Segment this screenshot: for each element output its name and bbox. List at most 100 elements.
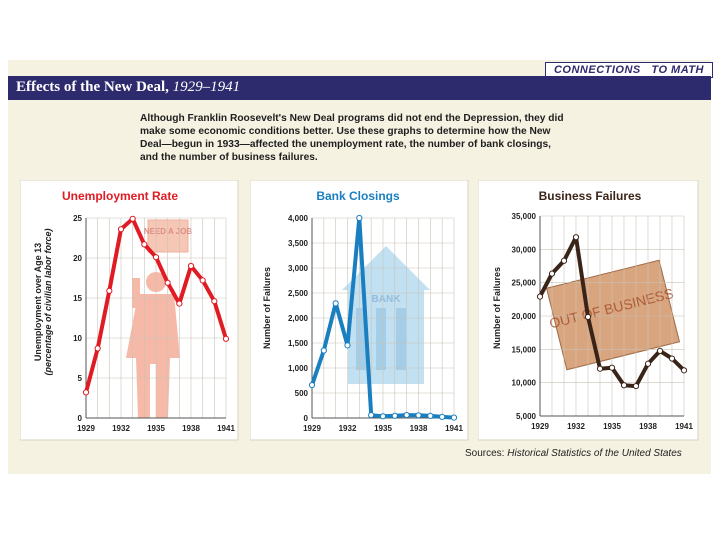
- x-tick-label: 1941: [675, 422, 693, 431]
- x-tick-label: 1929: [531, 422, 549, 431]
- data-point: [320, 347, 327, 354]
- business-failures-chart: Business Failures OUT OF BUSINESS 5,0001…: [478, 180, 699, 441]
- data-point: [536, 293, 544, 300]
- sources-note: Sources: Historical Statistics of the Un…: [465, 448, 682, 459]
- chart-title: Business Failures: [539, 189, 642, 203]
- sources-label: Sources:: [465, 448, 505, 459]
- data-point: [222, 335, 230, 342]
- x-tick-label: 1941: [217, 424, 235, 433]
- data-point: [548, 270, 556, 277]
- page-title: Effects of the New Deal, 1929–1941: [16, 79, 240, 96]
- data-point: [332, 300, 339, 307]
- y-tick-label: 0: [304, 414, 309, 423]
- data-point: [572, 234, 580, 241]
- data-point: [106, 287, 113, 294]
- y-tick-label: 15: [73, 294, 82, 303]
- data-point: [403, 411, 410, 419]
- x-tick-label: 1929: [303, 424, 321, 433]
- y-axis-label-2: (percentage of civilian labor force): [43, 228, 53, 375]
- y-tick-label: 4,000: [288, 214, 309, 223]
- illustration-job-seeker: NEED A JOB: [126, 219, 193, 418]
- y-tick-label: 0: [78, 414, 83, 423]
- title-years: 1929–1941: [172, 79, 241, 95]
- x-tick-label: 1929: [77, 424, 95, 433]
- data-point: [141, 241, 148, 248]
- bank-text: BANK: [372, 294, 402, 305]
- data-point: [368, 412, 375, 419]
- data-point: [632, 382, 640, 390]
- y-tick-label: 1,500: [288, 339, 309, 348]
- x-tick-label: 1938: [410, 424, 428, 433]
- data-point: [439, 413, 446, 420]
- data-point: [427, 412, 434, 419]
- y-tick-label: 10: [73, 334, 82, 343]
- data-point: [644, 360, 652, 367]
- x-tick-label: 1932: [339, 424, 357, 433]
- x-tick-label: 1941: [445, 424, 463, 433]
- data-point: [379, 413, 387, 420]
- data-point: [94, 345, 101, 352]
- chart-title: Bank Closings: [316, 189, 400, 203]
- y-tick-label: 15,000: [512, 345, 537, 354]
- data-point: [117, 226, 125, 233]
- title-bar: [8, 76, 711, 100]
- x-tick-label: 1938: [182, 424, 200, 433]
- data-point: [164, 279, 171, 286]
- data-point: [176, 300, 183, 307]
- y-tick-label: 2,000: [288, 314, 309, 323]
- y-tick-label: 20: [73, 254, 82, 263]
- y-tick-label: 5,000: [516, 412, 537, 421]
- y-tick-label: 3,500: [288, 239, 309, 248]
- unemployment-chart: Unemployment Rate NEED A JOB 0 5 10 15 20 25 1…: [20, 180, 239, 441]
- y-axis-label: Unemployment over Age 13: [33, 243, 43, 361]
- data-point: [560, 257, 568, 264]
- y-tick-label: 35,000: [512, 212, 537, 221]
- x-tick-label: 1935: [374, 424, 392, 433]
- bank-closings-chart: Bank Closings BANK 0 500 1,000 1,500 2,000 2,…: [250, 180, 469, 441]
- illustration-out-of-business-sign: OUT OF BUSINESS: [545, 259, 681, 371]
- data-point: [211, 298, 218, 305]
- y-tick-label: 25: [73, 214, 82, 223]
- y-tick-label: 30,000: [512, 245, 537, 254]
- data-point: [187, 262, 195, 270]
- y-tick-label: 500: [295, 389, 309, 398]
- data-point: [356, 214, 363, 222]
- x-tick-label: 1938: [639, 422, 657, 431]
- data-point: [656, 347, 664, 354]
- chart-title: Unemployment Rate: [62, 189, 178, 203]
- y-tick-label: 20,000: [512, 312, 537, 321]
- data-point: [620, 382, 628, 389]
- data-point: [199, 277, 206, 284]
- data-point: [668, 355, 676, 362]
- data-point: [680, 367, 688, 374]
- y-tick-label: 10,000: [512, 379, 537, 388]
- y-tick-label: 1,000: [288, 364, 309, 373]
- plot-area: 5,000 10,000 15,000 20,000 25,000 30,000 35,00…: [512, 212, 694, 431]
- y-tick-label: 3,000: [288, 264, 309, 273]
- data-point: [415, 412, 422, 419]
- x-tick-label: 1932: [567, 422, 585, 431]
- plot-area: 0 500 1,000 1,500 2,000 2,500 3,000 3,500 4,000 1…: [288, 214, 463, 433]
- data-point: [450, 414, 458, 421]
- data-point: [584, 313, 592, 321]
- title-text: Effects of the New Deal,: [16, 79, 169, 95]
- y-axis-label: Number of Failures: [492, 267, 502, 349]
- sources-text: Historical Statistics of the United Stat…: [507, 448, 682, 459]
- data-point: [129, 215, 136, 222]
- data-point: [596, 365, 604, 372]
- sign-text: NEED A JOB: [144, 227, 193, 236]
- y-tick-label: 2,500: [288, 289, 309, 298]
- x-tick-label: 1935: [603, 422, 621, 431]
- intro-paragraph: Although Franklin Roosevelt's New Deal p…: [140, 113, 564, 163]
- data-point: [608, 364, 616, 371]
- x-tick-label: 1935: [147, 424, 165, 433]
- data-point: [82, 389, 90, 396]
- y-axis-label: Number of Failures: [262, 267, 272, 349]
- y-tick-label: 5: [78, 374, 83, 383]
- data-point: [152, 254, 160, 261]
- x-tick-label: 1932: [112, 424, 130, 433]
- data-point: [308, 381, 316, 389]
- y-tick-label: 25,000: [512, 279, 537, 288]
- plot-area: 0 5 10 15 20 25 1929 1932 1935 1938 1941: [73, 214, 235, 433]
- data-point: [391, 412, 398, 419]
